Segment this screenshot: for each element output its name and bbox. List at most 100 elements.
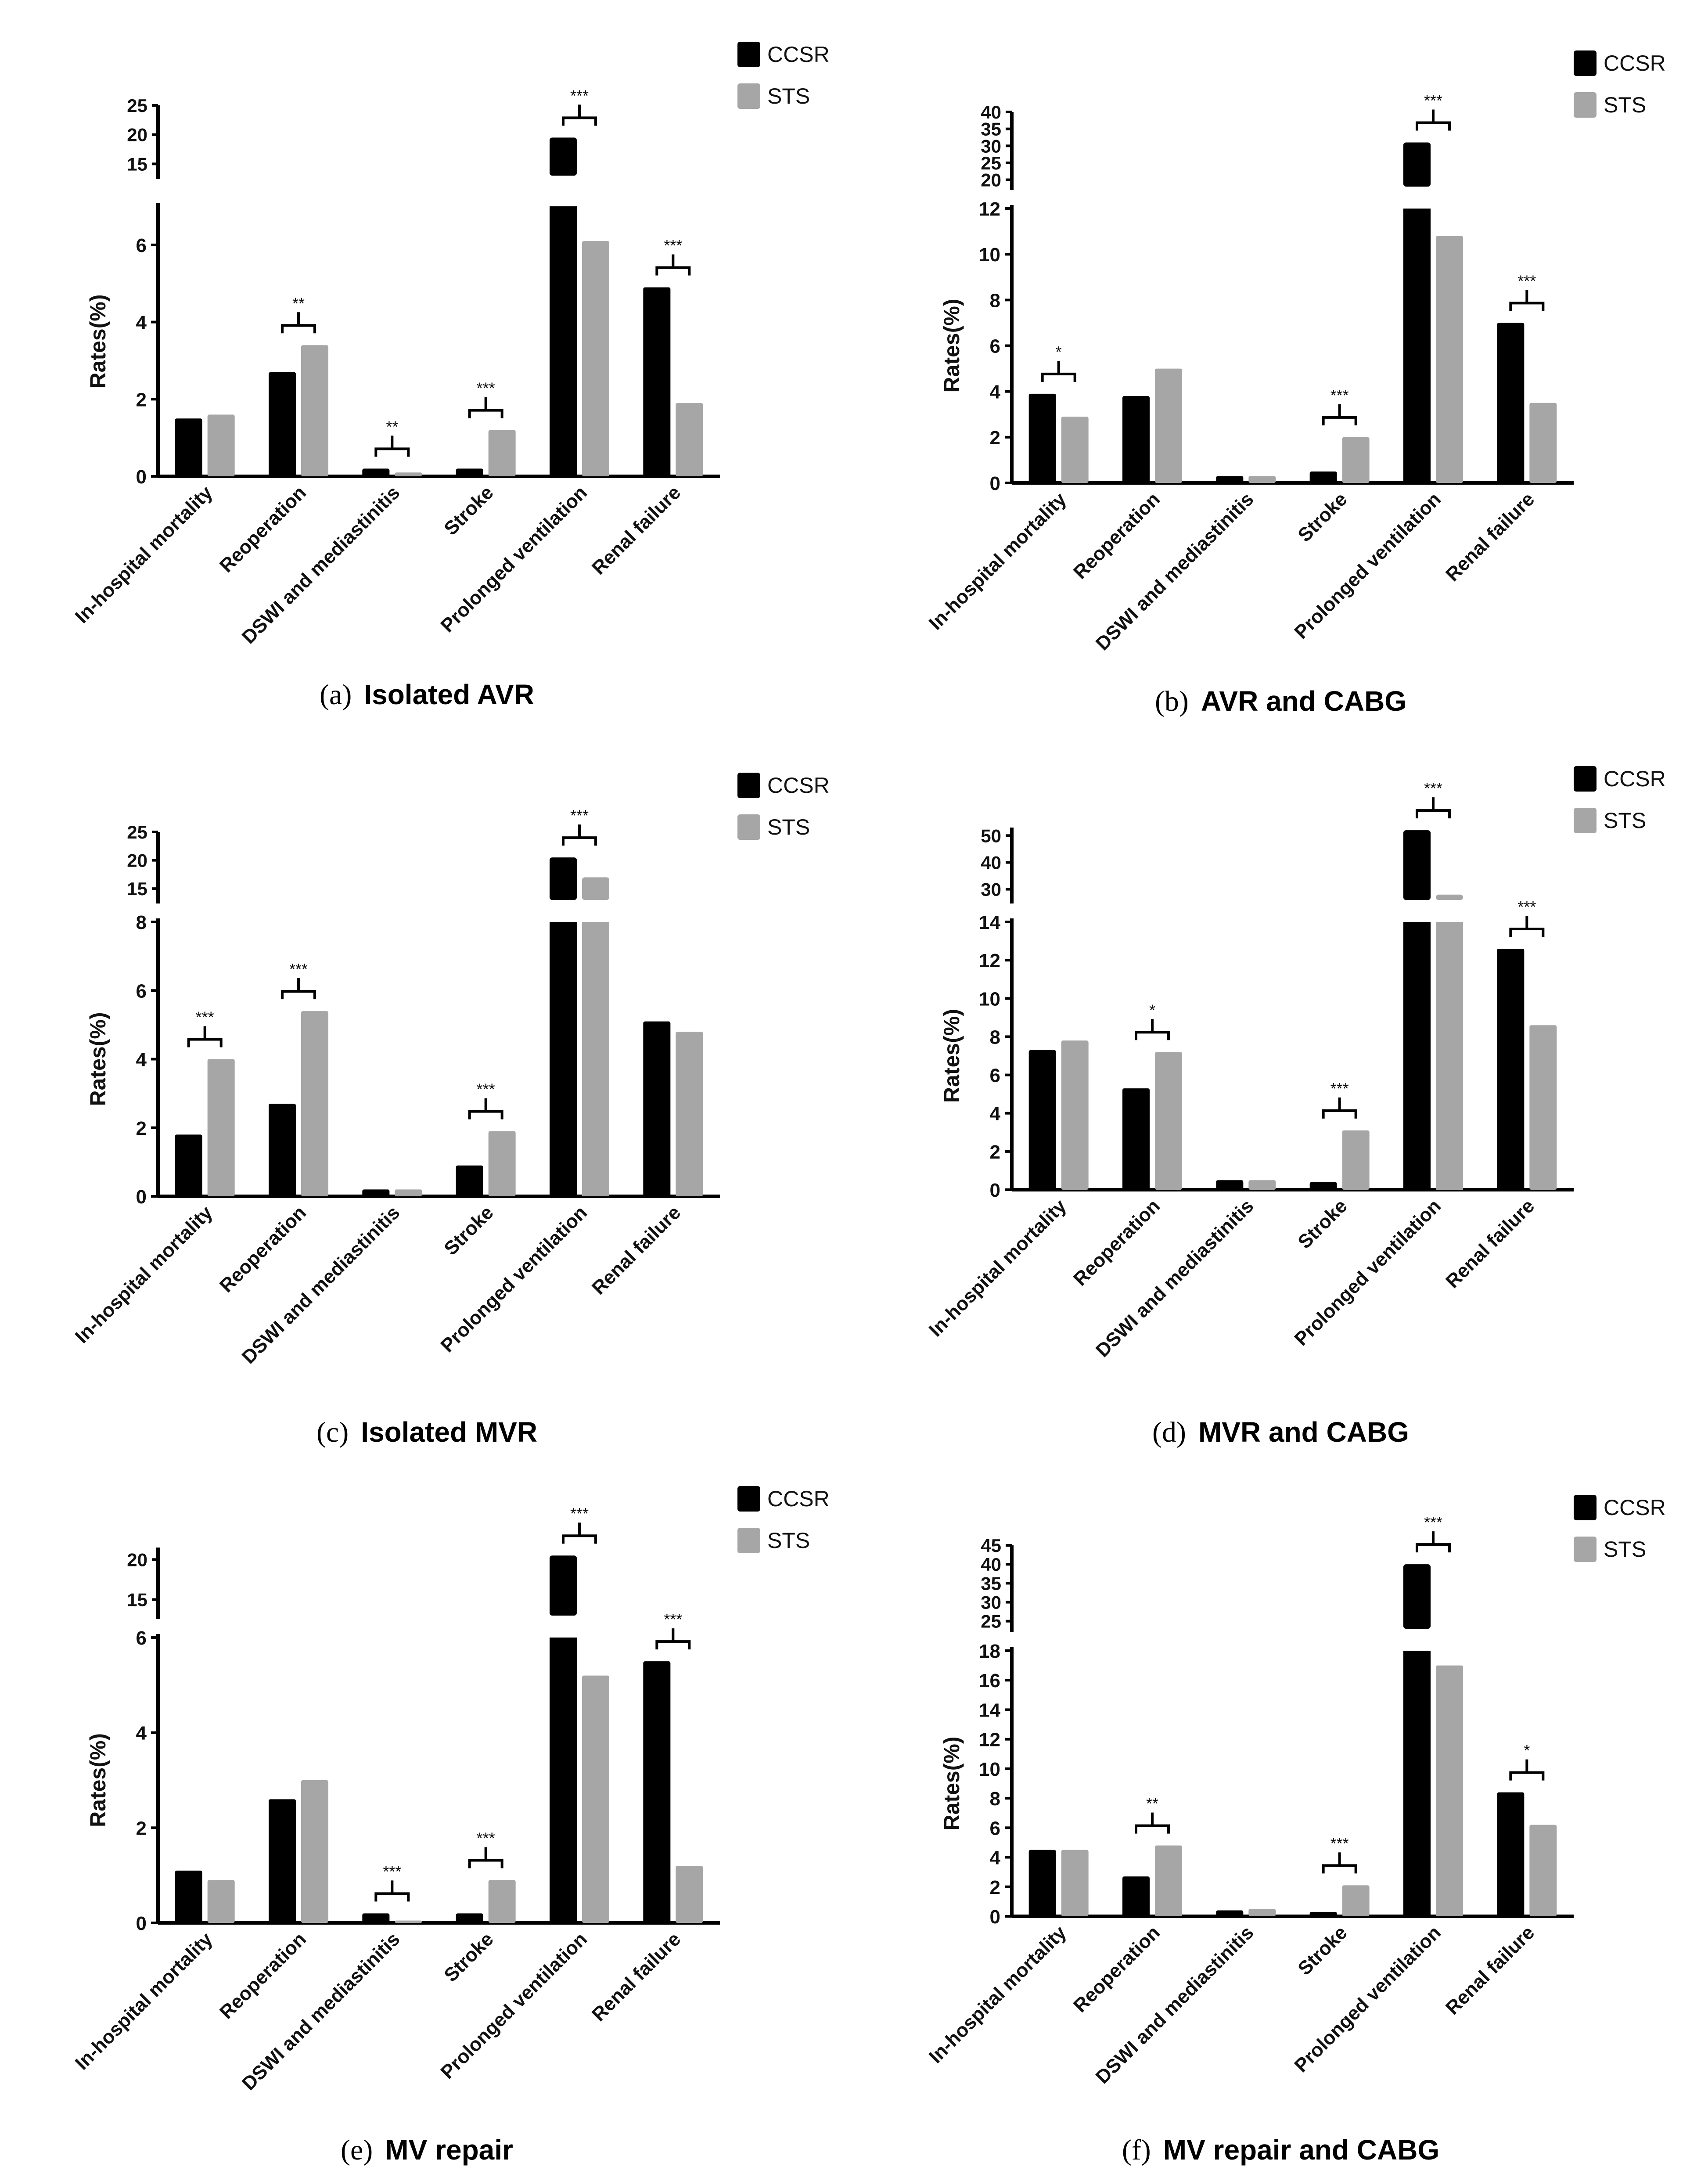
y-tick-label: 10 [979,988,1000,1010]
bar-sts [676,1866,703,1923]
y-tick-label: 20 [127,125,147,145]
x-tick-label: Reoperation [1069,1195,1164,1290]
bar-ccsr-upper [550,1555,577,1616]
y-tick-label: 2 [990,1877,1000,1898]
legend-label-sts: STS [767,1528,810,1553]
legend: CCSR STS [737,42,830,109]
x-tick-label: Stroke [1294,1922,1351,1979]
y-tick-label: 30 [981,136,1001,156]
x-tick-label: In-hospital mortality [71,1202,217,1347]
bar-sts [1342,1130,1370,1190]
significance-label: *** [1517,272,1536,290]
caption-e: (e) MV repair [0,2134,854,2167]
x-tick-label: Stroke [1294,488,1351,546]
bar-sts [488,1880,516,1923]
bar-ccsr-upper [1403,142,1431,187]
y-tick-label: 25 [127,95,147,116]
y-tick-label: 8 [990,1788,1000,1810]
significance-label: * [1149,1001,1155,1019]
bar-ccsr [362,1913,390,1923]
y-tick-label: 14 [979,912,1000,933]
y-axis-label: Rates(%) [939,1737,964,1831]
significance-label: *** [664,1610,682,1628]
bar-sts [301,1780,328,1923]
legend-swatch-sts [1574,808,1597,833]
legend: CCSR STS [1574,766,1666,833]
significance-label: *** [1424,1513,1442,1531]
y-tick-label: 2 [990,427,1000,449]
significance-bracket [1135,1019,1170,1040]
bar-ccsr [550,206,577,476]
significance-marker: *** [187,1008,223,1047]
bar-sts [1061,1850,1089,1916]
significance-bracket [1509,290,1545,311]
legend-label-ccsr: CCSR [1604,1495,1666,1520]
y-tick-label: 12 [979,198,1000,220]
legend-label-sts: STS [1604,93,1646,117]
bar-sts [1061,416,1089,483]
bar-sts [1342,437,1370,483]
significance-bracket [1322,1097,1357,1119]
y-tick-label: 2 [136,389,147,410]
bar-ccsr [1309,1182,1337,1190]
y-tick-label: 30 [981,1592,1001,1613]
y-tick-label: 2 [136,1118,147,1139]
x-tick-label: Renal failure [588,482,685,579]
chart-panel-d: 0 2 4 6 8 10 12 14 30 40 50 Rates(%) In-hospital mor… [854,738,1708,1462]
y-tick-label: 0 [136,1913,147,1934]
significance-marker: *** [374,1862,410,1902]
x-tick-label: Renal failure [1442,1195,1539,1292]
bar-sts [1248,1180,1276,1190]
bar-ccsr [1216,1180,1244,1190]
x-tick-label: Reoperation [1069,1922,1164,2016]
legend-swatch-sts [737,814,760,840]
chart-panel-a: 0 2 4 6 15 20 25 Rates(%) In-hospital mortality R… [0,0,854,724]
significance-label: *** [196,1008,214,1026]
x-tick-label: Reoperation [216,482,310,576]
y-tick-label: 16 [979,1670,1000,1692]
bar-ccsr [1122,1876,1150,1916]
bar-ccsr [1028,1850,1056,1916]
bar-sts [676,1032,703,1196]
caption-f: (f) MV repair and CABG [854,2134,1708,2167]
bars: *** *** *** *** [175,806,703,1196]
significance-label: *** [477,1080,495,1098]
significance-marker: *** [655,237,691,276]
legend-swatch-ccsr [1574,766,1597,792]
legend: CCSR STS [1574,50,1666,118]
significance-label: *** [570,806,589,824]
y-tick-label: 10 [979,244,1000,266]
significance-marker: *** [562,806,597,846]
bar-sts [1529,1025,1557,1190]
significance-bracket [562,824,597,846]
caption-c: (c) Isolated MVR [0,1416,854,1449]
legend-swatch-ccsr [737,42,760,67]
axes: 0 2 4 6 15 20 Rates(%) In-hospital mortalityReo… [71,1548,720,2095]
y-tick-label: 6 [136,980,147,1002]
caption-f-title: MV repair and CABG [1163,2134,1440,2166]
legend-swatch-sts [737,1528,760,1553]
bar-ccsr [1028,1050,1056,1190]
y-tick-label: 20 [981,170,1001,191]
significance-bracket [1416,1531,1451,1553]
y-tick-label: 50 [981,825,1001,846]
y-tick-label: 12 [979,950,1000,972]
significance-marker: *** [1322,1834,1357,1874]
y-tick-label: 45 [981,1535,1001,1556]
bars: ********** [1028,92,1557,483]
bar-ccsr-upper [1403,1564,1431,1629]
bar-sts [1436,1665,1463,1916]
y-tick-label: 4 [136,312,147,334]
bar-ccsr [643,1021,671,1196]
y-tick-label: 8 [136,912,147,933]
x-tick-label: DSWI and mediastinitis [1092,1195,1258,1361]
chart-panel-b: 0 2 4 6 8 10 12 20 25 30 35 40 Rates(%) In-hospital m… [854,0,1708,724]
caption-e-title: MV repair [385,2134,513,2166]
bar-ccsr [1216,476,1244,483]
significance-marker: *** [1509,272,1545,311]
axes: 0 2 4 6 8 15 20 25 Rates(%) In-hospital mortality… [71,822,720,1368]
significance-bracket [281,978,316,1000]
x-tick-label: In-hospital mortality [925,1195,1071,1341]
